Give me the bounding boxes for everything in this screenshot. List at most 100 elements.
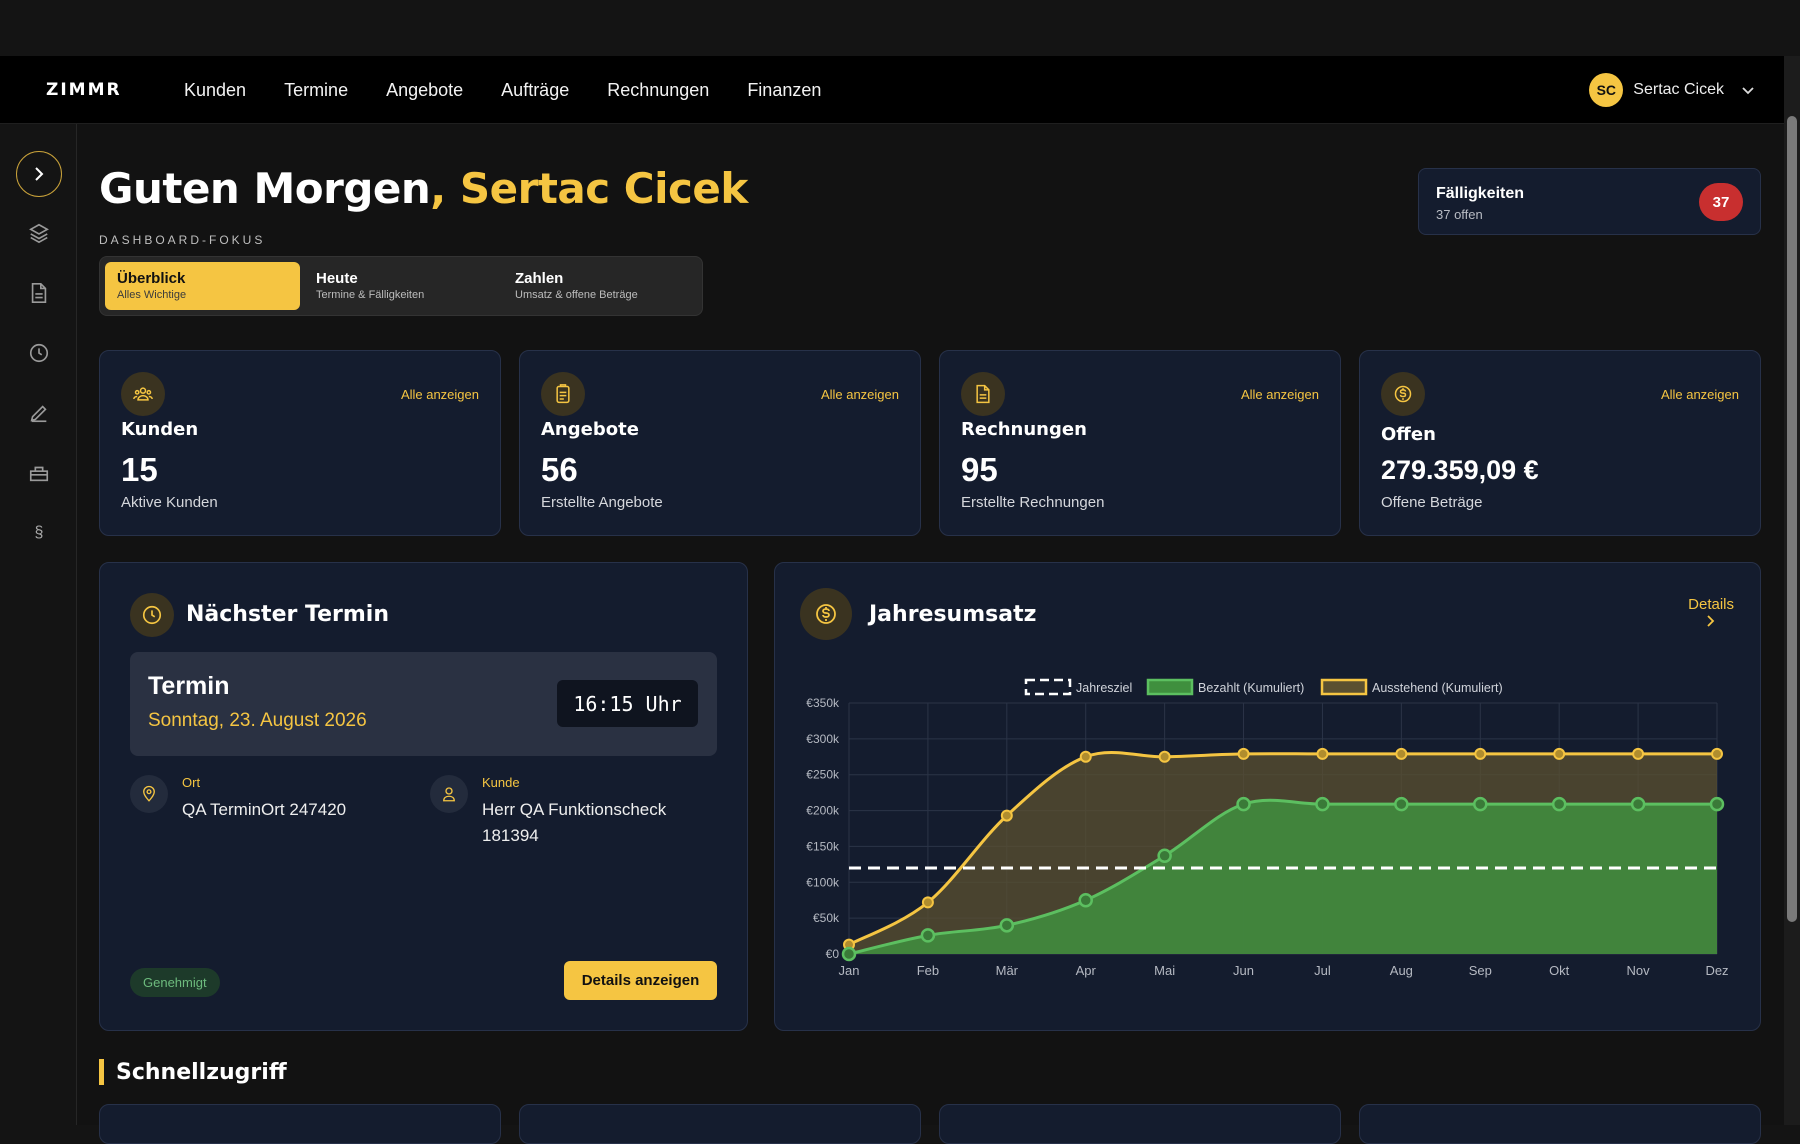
point-bezahlt <box>841 946 857 962</box>
sidebar-expand-button[interactable] <box>16 151 62 197</box>
legend-jahresziel-label: Jahresziel <box>1076 681 1132 695</box>
document-icon[interactable] <box>26 280 52 306</box>
avatar: SC <box>1589 73 1624 107</box>
revenue-chart: €0 €50k €100k €150k €200k €250k €300k €350k Jan F… <box>806 678 1729 978</box>
point-bezahlt <box>1473 796 1488 812</box>
tab-zahlen[interactable]: Zahlen Umsatz & offene Beträge <box>503 262 698 310</box>
y-tick-label: €150k <box>806 839 840 853</box>
quick-access-card[interactable] <box>939 1104 1341 1144</box>
point-ausstehend <box>1079 750 1092 763</box>
appointment-date: Sonntag, 23. August 2026 <box>148 710 367 731</box>
stat-card-rechnungen: Alle anzeigen Rechnungen 95 Erstellte Re… <box>939 350 1341 536</box>
show-all-link[interactable]: Alle anzeigen <box>400 387 479 402</box>
scrollbar-track[interactable] <box>1784 56 1800 1125</box>
person-icon <box>430 775 468 813</box>
nav-angebote[interactable]: Angebote <box>386 79 464 100</box>
due-items-card[interactable]: Fälligkeiten 37 offen 37 <box>1418 168 1761 235</box>
x-tick-label: Okt <box>1549 963 1570 978</box>
point-bezahlt <box>1236 796 1251 812</box>
nav-auftraege[interactable]: Aufträge <box>501 79 570 100</box>
point-bezahlt <box>1078 892 1093 908</box>
point-bezahlt <box>1630 796 1646 812</box>
revenue-details-link[interactable]: Details <box>1688 596 1734 632</box>
users-icon <box>121 372 165 416</box>
show-all-link[interactable]: Alle anzeigen <box>1660 387 1739 402</box>
paragraph-icon[interactable]: § <box>34 524 44 541</box>
x-tick-label: Aug <box>1390 963 1413 978</box>
y-tick-label: €50k <box>813 911 840 925</box>
nav-rechnungen[interactable]: Rechnungen <box>607 79 710 100</box>
dollar-icon <box>1381 372 1425 416</box>
details-button[interactable]: Details anzeigen <box>564 961 717 1000</box>
nav-finanzen[interactable]: Finanzen <box>747 79 822 100</box>
point-ausstehend <box>1395 747 1408 760</box>
greeting-name: Sertac Cicek <box>459 164 748 213</box>
stat-title: Rechnungen <box>961 419 1087 440</box>
stat-value: 56 <box>541 451 578 488</box>
next-appointment-card: Nächster Termin Termin Sonntag, 23. Augu… <box>99 562 748 1031</box>
x-tick-label: Nov <box>1627 963 1651 978</box>
due-subtitle: 37 offen <box>1436 207 1483 222</box>
y-tick-label: €200k <box>806 804 840 818</box>
nav-kunden[interactable]: Kunden <box>184 79 247 100</box>
legend-ausstehend-swatch <box>1320 678 1368 696</box>
nav-termine[interactable]: Termine <box>284 79 349 100</box>
stat-value: 95 <box>961 451 998 488</box>
point-bezahlt <box>920 928 936 943</box>
main-nav: Kunden Termine Angebote Aufträge Rechnun… <box>184 56 821 124</box>
user-name: Sertac Cicek <box>1633 81 1724 98</box>
pen-icon[interactable] <box>26 400 52 426</box>
stat-value: 15 <box>121 451 158 488</box>
dollar-icon <box>800 588 852 640</box>
stat-subtitle: Erstellte Rechnungen <box>961 494 1105 511</box>
dashboard-focus-tabs: Überblick Alles Wichtige Heute Termine &… <box>99 256 703 316</box>
tab-subtitle: Alles Wichtige <box>117 289 187 301</box>
x-tick-label: Jan <box>839 963 860 978</box>
appointment-heading: Nächster Termin <box>186 602 389 627</box>
quick-access-card[interactable] <box>99 1104 501 1144</box>
point-ausstehend <box>1000 809 1013 822</box>
tab-ueberblick[interactable]: Überblick Alles Wichtige <box>105 262 300 310</box>
show-all-link[interactable]: Alle anzeigen <box>1240 387 1319 402</box>
tab-subtitle: Umsatz & offene Beträge <box>515 289 638 301</box>
layers-icon[interactable] <box>26 220 52 246</box>
customer-name: Herr QA Funktionscheck <box>482 800 667 819</box>
stat-card-angebote: Alle anzeigen Angebote 56 Erstellte Ange… <box>519 350 921 536</box>
quick-access-card[interactable] <box>1359 1104 1761 1144</box>
y-tick-label: €0 <box>826 947 840 961</box>
y-tick-label: €350k <box>806 696 840 710</box>
point-bezahlt <box>1315 796 1330 812</box>
top-navbar: ZIMMR Kunden Termine Angebote Aufträge R… <box>0 56 1784 124</box>
x-tick-label: Feb <box>917 963 939 978</box>
appointment-title: Termin <box>148 672 230 700</box>
tab-title: Heute <box>316 270 358 287</box>
app-logo[interactable]: ZIMMR <box>46 80 122 100</box>
quick-access-card[interactable] <box>519 1104 921 1144</box>
location-pin-icon <box>130 775 168 813</box>
greeting-prefix: Guten Morgen <box>99 164 431 213</box>
tab-heute[interactable]: Heute Termine & Fälligkeiten <box>304 262 499 310</box>
quick-access-heading: Schnellzugriff <box>116 1059 287 1085</box>
clock-icon[interactable] <box>26 340 52 366</box>
main-content: Guten Morgen, Sertac Cicek DASHBOARD-FOK… <box>77 124 1784 1144</box>
greeting-comma: , <box>430 164 446 213</box>
point-ausstehend <box>921 896 934 909</box>
x-tick-label: Mai <box>1154 963 1175 978</box>
details-label: Details <box>1688 596 1734 613</box>
legend-jahresziel-swatch <box>1024 678 1072 696</box>
point-ausstehend <box>1632 747 1645 760</box>
scrollbar-thumb[interactable] <box>1787 116 1797 922</box>
toolbox-icon[interactable] <box>26 460 52 486</box>
stat-subtitle: Offene Beträge <box>1381 494 1483 511</box>
show-all-link[interactable]: Alle anzeigen <box>820 387 899 402</box>
chevron-right-icon <box>1707 615 1715 627</box>
appointment-time: 16:15 Uhr <box>557 680 698 727</box>
tab-subtitle: Termine & Fälligkeiten <box>316 289 425 301</box>
x-tick-label: Sep <box>1469 963 1492 978</box>
stat-subtitle: Erstellte Angebote <box>541 494 663 511</box>
y-tick-label: €100k <box>806 875 840 889</box>
x-tick-label: Dez <box>1705 963 1728 978</box>
stat-title: Offen <box>1381 424 1436 445</box>
user-menu[interactable]: SC Sertac Cicek <box>1589 73 1754 107</box>
legend-ausstehend-label: Ausstehend (Kumuliert) <box>1372 681 1503 695</box>
